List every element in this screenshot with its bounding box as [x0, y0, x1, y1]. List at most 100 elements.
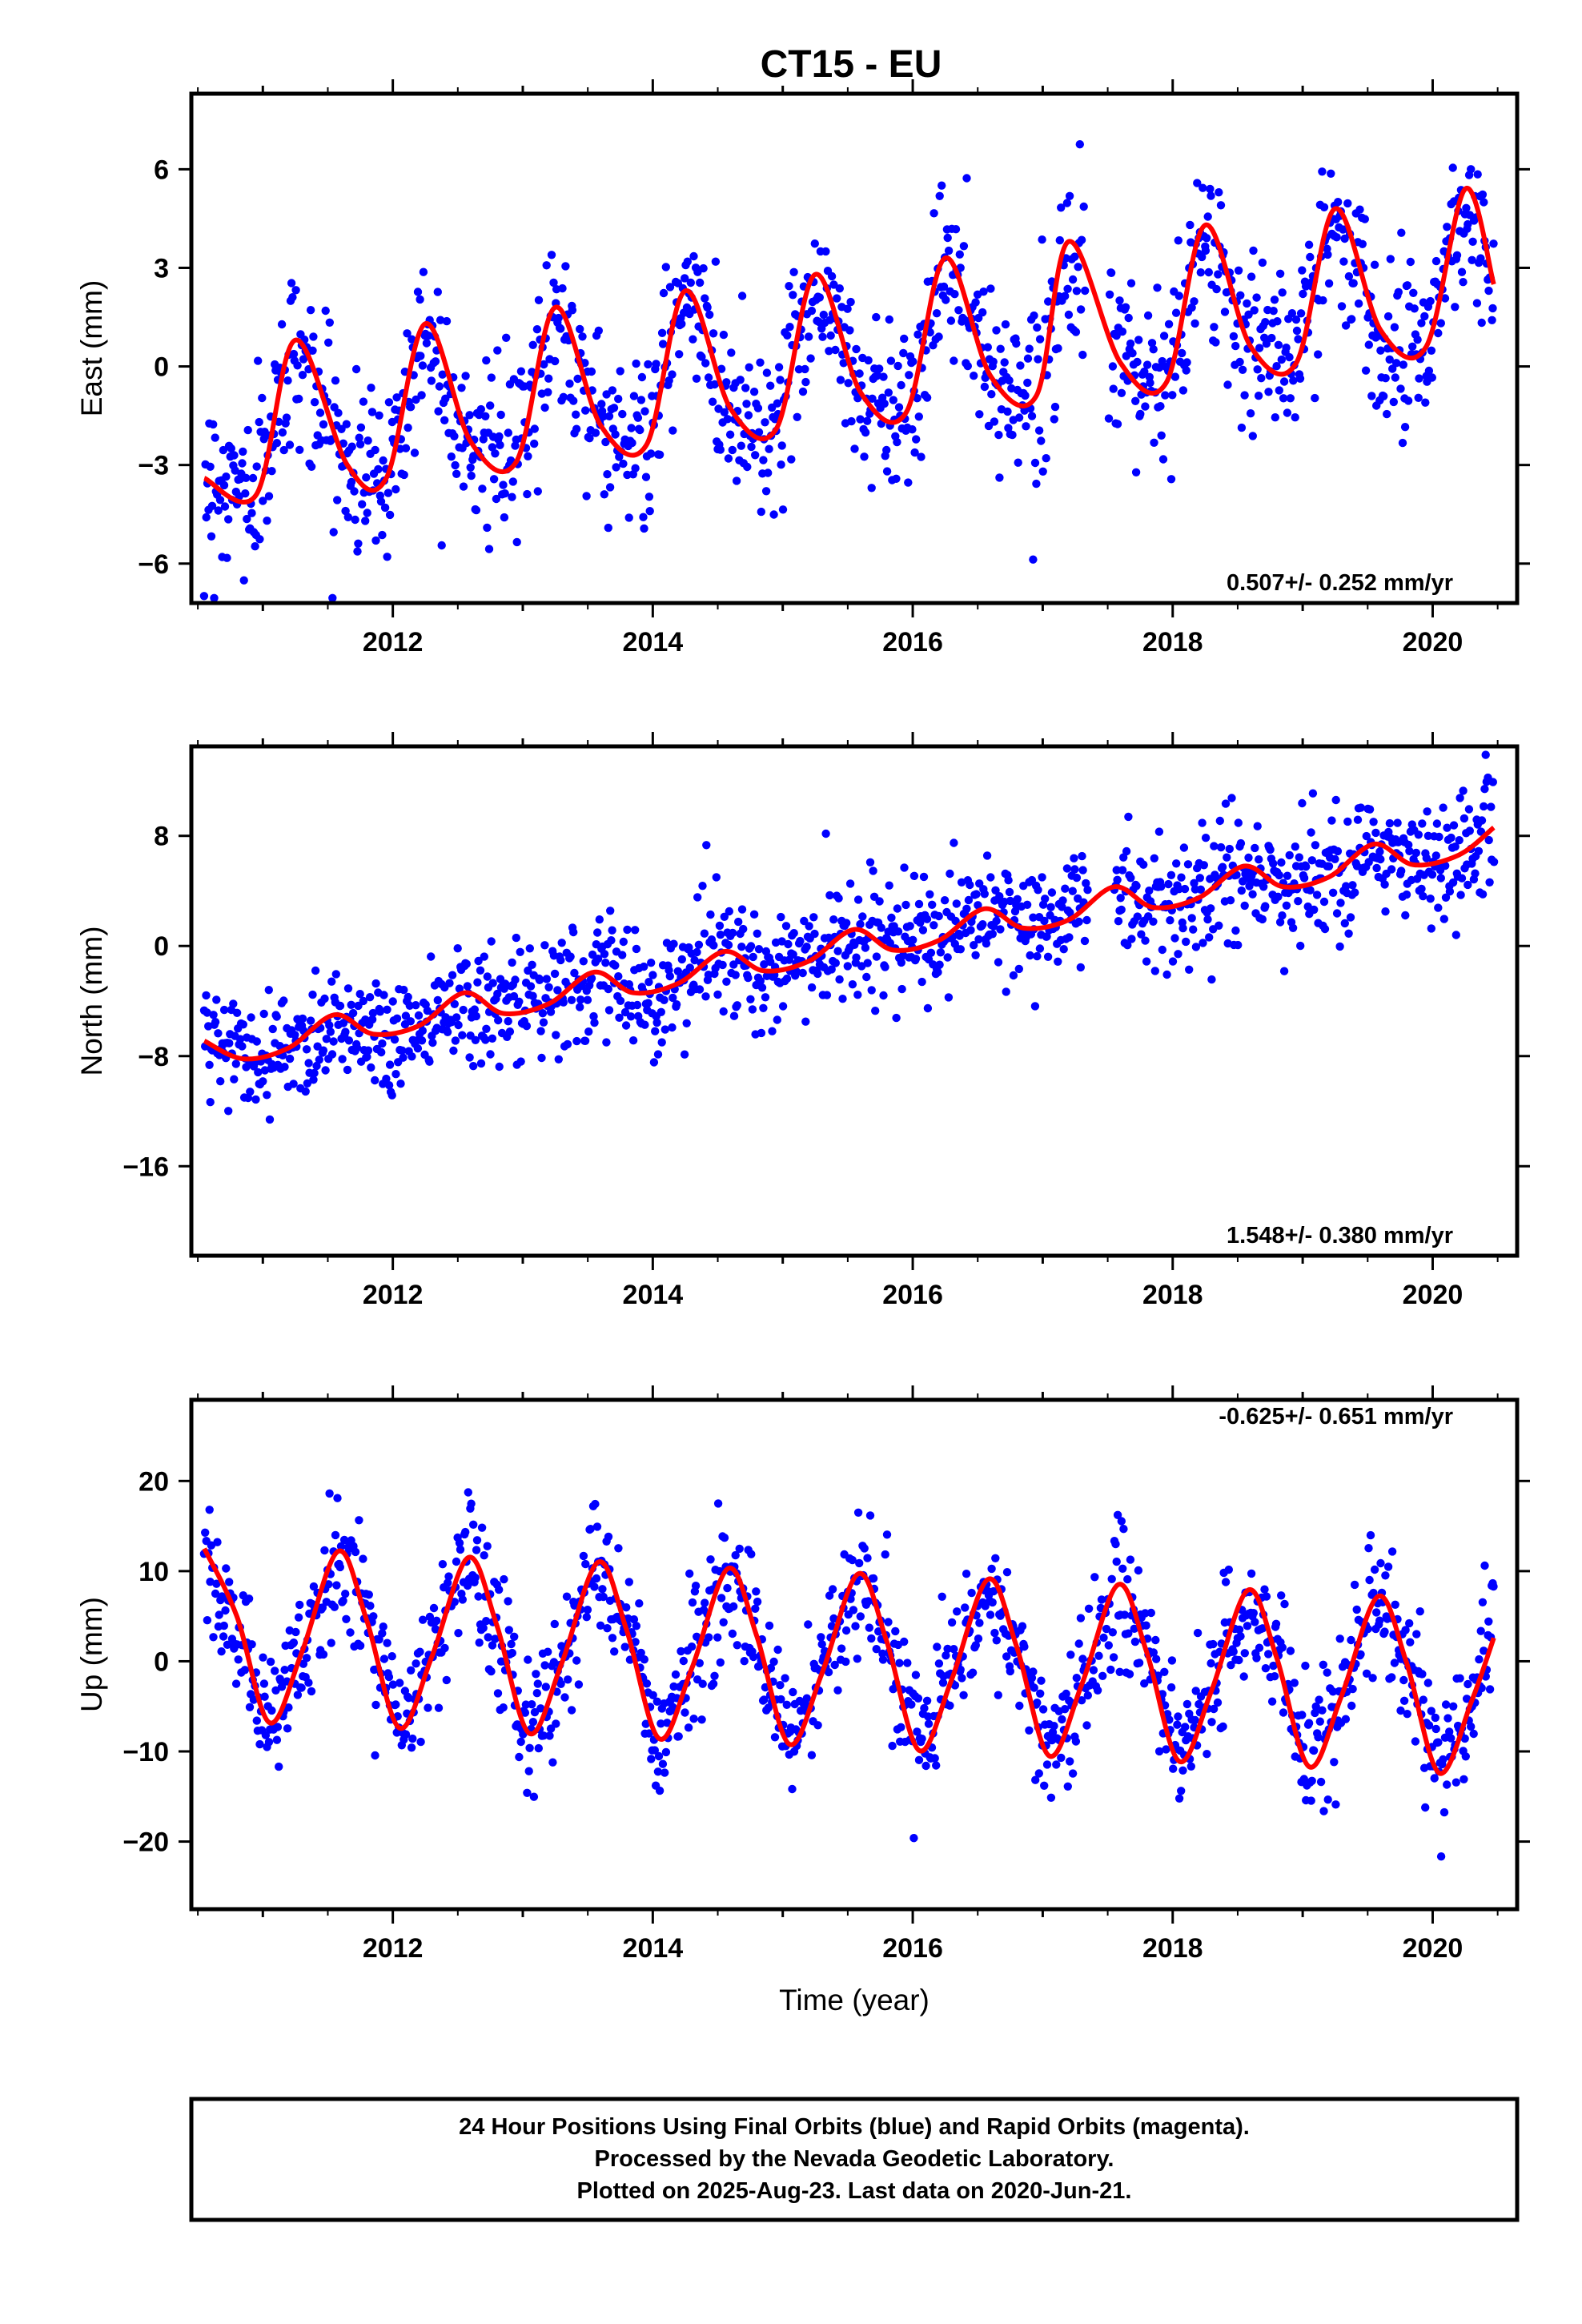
north-data-point: [869, 866, 877, 875]
east-data-point: [845, 326, 854, 335]
east-data-point: [1027, 412, 1037, 420]
up-data-point: [272, 1735, 282, 1744]
north-data-point: [566, 952, 575, 961]
east-data-point: [793, 412, 801, 421]
north-data-point: [219, 1005, 229, 1015]
east-data-point: [1327, 169, 1335, 178]
up-data-point: [294, 1613, 303, 1622]
up-data-point: [552, 1719, 560, 1728]
east-data-point: [855, 369, 864, 378]
up-data-point: [469, 1520, 478, 1530]
north-data-point: [1150, 967, 1160, 975]
up-data-point: [629, 1615, 639, 1624]
east-y-tick-label: 6: [154, 155, 169, 185]
east-data-point: [1077, 235, 1086, 244]
east-data-point: [355, 440, 365, 448]
east-data-point: [692, 374, 701, 383]
up-data-point: [271, 1667, 279, 1675]
up-data-point: [1484, 1617, 1493, 1626]
up-data-point: [1118, 1564, 1127, 1574]
up-data-point: [934, 1659, 944, 1668]
east-data-point: [1420, 312, 1429, 321]
up-data-point: [716, 1658, 725, 1667]
east-data-point: [1115, 296, 1124, 305]
north-data-point: [553, 986, 562, 995]
up-data-point: [1076, 1614, 1086, 1622]
east-data-point: [242, 473, 251, 482]
east-data-point: [331, 376, 340, 385]
east-data-point: [708, 397, 717, 406]
north-data-point: [458, 1031, 467, 1039]
east-data-point: [644, 493, 654, 501]
north-data-point: [1116, 894, 1125, 903]
up-data-point: [444, 1578, 452, 1587]
north-data-point: [375, 1007, 384, 1016]
up-data-point: [841, 1626, 851, 1635]
east-data-point: [1275, 386, 1284, 395]
east-data-point: [1250, 306, 1259, 315]
up-data-point: [1166, 1683, 1176, 1692]
north-data-point: [620, 1007, 630, 1017]
up-data-point: [888, 1741, 897, 1751]
up-data-point: [1447, 1734, 1456, 1743]
east-data-point: [1171, 308, 1181, 317]
east-data-point: [1063, 284, 1072, 293]
up-data-point: [525, 1743, 534, 1752]
east-y-ticks: 630−3−6: [138, 155, 1530, 580]
north-data-point: [782, 974, 792, 983]
up-data-point: [1125, 1670, 1134, 1679]
east-data-point: [736, 376, 745, 384]
up-data-point: [685, 1569, 694, 1578]
north-data-point: [1058, 903, 1066, 911]
east-data-point: [697, 352, 706, 361]
north-data-point: [718, 960, 727, 970]
up-data-point: [962, 1570, 971, 1578]
up-data-point: [387, 1652, 396, 1661]
east-data-point: [1459, 278, 1468, 287]
up-data-point: [863, 1554, 872, 1562]
up-y-tick-label: 0: [154, 1647, 169, 1677]
east-data-point: [1319, 203, 1329, 211]
up-data-point: [369, 1612, 378, 1621]
north-data-point: [1234, 818, 1243, 827]
north-data-point: [326, 1027, 335, 1036]
north-data-point: [621, 1021, 631, 1030]
east-data-point: [1489, 239, 1498, 248]
north-data-point: [408, 1052, 416, 1061]
east-data-point: [523, 489, 532, 499]
north-data-point: [1080, 936, 1090, 946]
up-data-point: [1478, 1598, 1488, 1607]
east-data-point: [554, 313, 563, 323]
east-data-point: [371, 445, 379, 455]
up-data-point: [1452, 1778, 1461, 1787]
north-data-point: [1201, 834, 1211, 842]
east-data-point: [604, 412, 614, 420]
up-x-tick-label: 2014: [623, 1933, 684, 1964]
east-data-point: [1193, 179, 1202, 187]
up-data-point: [1387, 1547, 1397, 1556]
north-data-point: [230, 1075, 239, 1084]
up-data-point: [652, 1697, 661, 1706]
north-data-point: [348, 1008, 358, 1018]
east-data-point: [351, 364, 361, 374]
east-data-point: [1004, 424, 1013, 432]
east-data-point: [210, 593, 219, 602]
north-data-point: [231, 1059, 240, 1068]
up-data-point: [656, 1719, 665, 1728]
north-data-point: [1029, 913, 1038, 922]
north-data-point: [1126, 874, 1135, 883]
east-data-point: [1246, 409, 1255, 418]
up-data-point: [234, 1655, 243, 1664]
east-data-point: [243, 425, 252, 435]
up-data-point: [1209, 1704, 1219, 1714]
east-data-point: [951, 225, 961, 234]
north-data-point: [748, 1005, 757, 1014]
east-data-point: [434, 407, 443, 416]
north-y-tick-label: −16: [122, 1152, 169, 1182]
east-data-point: [1278, 288, 1287, 297]
north-data-point: [1236, 838, 1246, 848]
up-data-point: [1034, 1769, 1044, 1778]
east-data-point: [1349, 279, 1358, 287]
up-data-point: [201, 1528, 210, 1538]
north-data-point: [946, 869, 954, 879]
